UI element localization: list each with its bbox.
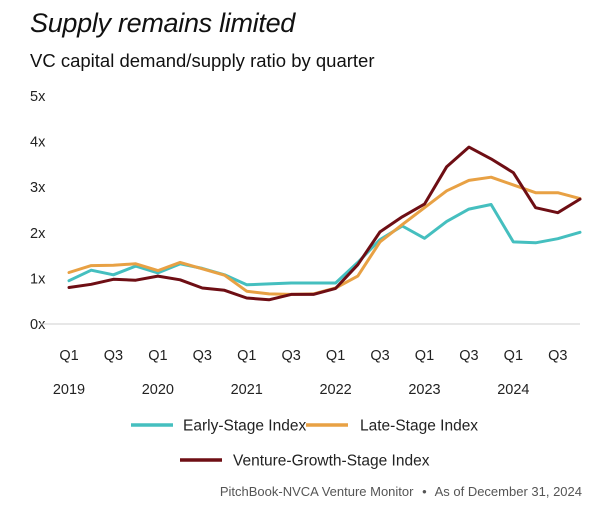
year-label: 2022	[319, 382, 351, 398]
source-date: As of December 31, 2024	[434, 484, 582, 499]
y-tick-label: 1x	[30, 271, 46, 287]
year-label: 2024	[497, 382, 529, 398]
x-tick-label: Q3	[459, 348, 478, 364]
year-label: 2019	[53, 382, 85, 398]
x-tick-label: Q3	[282, 348, 301, 364]
x-tick-label: Q3	[370, 348, 389, 364]
series-line	[67, 145, 582, 302]
x-tick-label: Q1	[59, 348, 78, 364]
x-tick-label: Q1	[415, 348, 434, 364]
x-tick-label: Q3	[104, 348, 123, 364]
year-label: 2023	[408, 382, 440, 398]
series-line	[67, 203, 582, 287]
x-tick-label: Q3	[193, 348, 212, 364]
source-text: PitchBook-NVCA Venture Monitor	[219, 484, 414, 499]
legend: Early-Stage Index Late-Stage Index Venture…	[131, 418, 478, 470]
chart-subtitle: VC capital demand/supply ratio by quarte…	[30, 50, 375, 71]
x-tick-label: Q1	[148, 348, 167, 364]
legend-label: Early-Stage Index	[183, 418, 306, 435]
series-lines	[67, 145, 582, 302]
chart-title: Supply remains limited	[30, 8, 296, 38]
year-label: 2020	[142, 382, 174, 398]
source-note: PitchBook-NVCA Venture Monitor • As of D…	[220, 484, 582, 499]
y-tick-label: 3x	[30, 180, 46, 196]
legend-label: Venture-Growth-Stage Index	[233, 453, 430, 470]
y-axis: 0x 1x 2x 3x 4x 5x	[30, 89, 46, 333]
y-tick-label: 0x	[30, 317, 46, 333]
y-tick-label: 4x	[30, 135, 46, 151]
year-labels: 2019 2020 2021 2022 2023 2024	[53, 382, 530, 398]
x-tick-label: Q1	[326, 348, 345, 364]
x-tick-label: Q1	[504, 348, 523, 364]
x-tick-label: Q3	[548, 348, 567, 364]
x-axis: Q1 Q3 Q1 Q3 Q1 Q3 Q1 Q3 Q1 Q3 Q1 Q3	[59, 348, 567, 364]
y-tick-label: 2x	[30, 226, 46, 242]
year-label: 2021	[231, 382, 263, 398]
source-separator: •	[422, 484, 427, 499]
x-tick-label: Q1	[237, 348, 256, 364]
series-line	[67, 175, 582, 296]
y-tick-label: 5x	[30, 89, 46, 105]
legend-label: Late-Stage Index	[360, 418, 478, 435]
